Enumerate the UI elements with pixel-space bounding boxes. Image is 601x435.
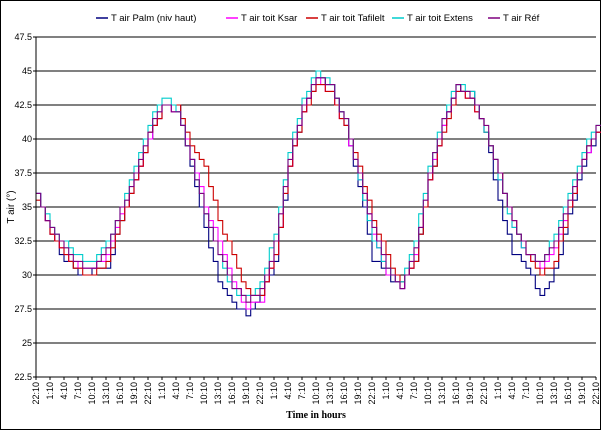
- x-tick-label: 7:10: [409, 382, 419, 400]
- legend-item: T air Palm (niv haut): [96, 13, 196, 24]
- y-tick-label: 25: [22, 338, 32, 348]
- x-tick-label: 19:10: [465, 382, 475, 405]
- y-tick-label: 42.5: [14, 100, 32, 110]
- x-tick-label: 13:10: [325, 382, 335, 405]
- legend-label: T air toit Extens: [407, 13, 473, 24]
- x-tick-label: 22:10: [255, 382, 265, 405]
- x-tick-label: 1:10: [269, 382, 279, 400]
- x-tick-label: 22:10: [31, 382, 41, 405]
- x-tick-label: 13:10: [437, 382, 447, 405]
- x-tick-label: 22:10: [479, 382, 489, 405]
- x-tick-label: 1:10: [493, 382, 503, 400]
- legend-item: T air toit Tafilelt: [306, 13, 385, 24]
- x-tick-label: 10:10: [199, 382, 209, 405]
- x-tick-label: 4:10: [395, 382, 405, 400]
- x-tick-label: 13:10: [101, 382, 111, 405]
- y-tick-label: 35: [22, 202, 32, 212]
- x-tick-label: 19:10: [129, 382, 139, 405]
- x-tick-label: 22:10: [367, 382, 377, 405]
- x-tick-label: 4:10: [507, 382, 517, 400]
- x-tick-label: 16:10: [115, 382, 125, 405]
- x-tick-label: 7:10: [521, 382, 531, 400]
- x-tick-label: 16:10: [451, 382, 461, 405]
- x-tick-label: 7:10: [185, 382, 195, 400]
- series-lines: [36, 70, 601, 317]
- x-tick-label: 22:10: [143, 382, 153, 405]
- x-tick-label: 1:10: [45, 382, 55, 400]
- x-tick-label: 1:10: [381, 382, 391, 400]
- x-axis-title: Time in hours: [286, 410, 346, 421]
- x-tick-labels: 22:10 1:10 4:10 7:10 10:10 13:10 16:10 19:10 22:…: [31, 377, 601, 405]
- legend-item: T air toit Ksar: [226, 13, 297, 24]
- y-tick-label: 47.5: [14, 32, 32, 42]
- legend-label: T air toit Ksar: [241, 13, 297, 24]
- x-tick-label: 10:10: [87, 382, 97, 405]
- x-tick-label: 4:10: [59, 382, 69, 400]
- x-tick-label: 10:10: [535, 382, 545, 405]
- y-tick-label: 37.5: [14, 168, 32, 178]
- x-tick-label: 22:10: [591, 382, 601, 405]
- y-tick-label: 45: [22, 66, 32, 76]
- x-tick-label: 16:10: [227, 382, 237, 405]
- x-tick-label: 10:10: [311, 382, 321, 405]
- x-tick-label: 16:10: [563, 382, 573, 405]
- y-tick-label: 40: [22, 134, 32, 144]
- x-tick-label: 13:10: [213, 382, 223, 405]
- y-axis-title: T air (°): [6, 190, 17, 223]
- legend-label: T air Palm (niv haut): [111, 13, 196, 24]
- y-tick-label: 30: [22, 270, 32, 280]
- series-line: [36, 84, 601, 296]
- x-tick-label: 4:10: [283, 382, 293, 400]
- x-tick-label: 1:10: [157, 382, 167, 400]
- x-tick-label: 19:10: [241, 382, 251, 405]
- x-tick-label: 7:10: [73, 382, 83, 400]
- series-line: [36, 77, 601, 303]
- y-tick-label: 22.5: [14, 372, 32, 382]
- x-tick-label: 19:10: [353, 382, 363, 405]
- y-tick-label: 27.5: [14, 304, 32, 314]
- legend: T air Palm (niv haut) T air toit Ksar T ai…: [96, 13, 540, 24]
- legend-label: T air toit Tafilelt: [321, 13, 385, 24]
- y-tick-labels: 22.5 25 27.5 30 32.5 35 37.5 40 42.5 45 47.5: [14, 32, 36, 382]
- x-tick-label: 13:10: [549, 382, 559, 405]
- y-tick-label: 32.5: [14, 236, 32, 246]
- x-tick-label: 4:10: [171, 382, 181, 400]
- x-tick-label: 7:10: [297, 382, 307, 400]
- legend-item: T air toit Extens: [392, 13, 473, 24]
- legend-item: T air Réf: [488, 13, 540, 24]
- legend-label: T air Réf: [503, 13, 540, 24]
- x-tick-label: 19:10: [577, 382, 587, 405]
- x-tick-label: 10:10: [423, 382, 433, 405]
- x-tick-label: 16:10: [339, 382, 349, 405]
